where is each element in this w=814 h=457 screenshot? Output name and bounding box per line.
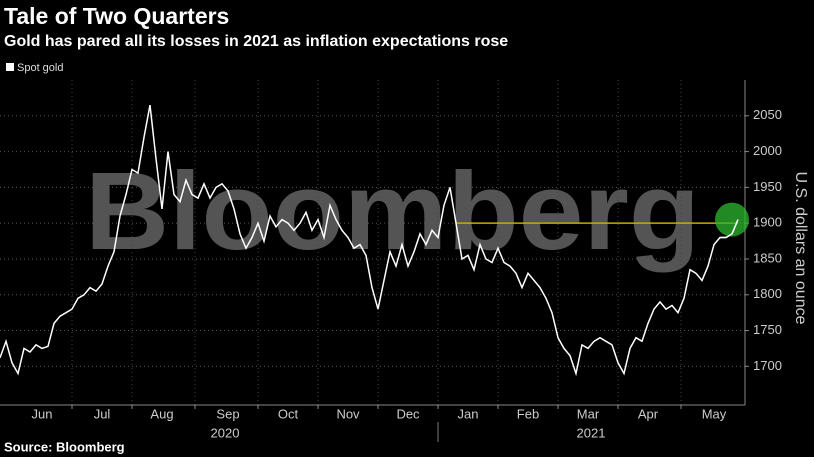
x-tick-label: Dec xyxy=(396,406,420,421)
x-tick-label: Sep xyxy=(216,406,239,421)
x-tick-label: Jun xyxy=(32,406,53,421)
x-group-label: 2021 xyxy=(577,425,606,440)
y-axis-label: U.S. dollars an ounce xyxy=(792,172,809,325)
x-tick-label: Jan xyxy=(458,406,479,421)
y-tick-label: 1950 xyxy=(753,179,782,194)
y-tick-label: 1850 xyxy=(753,250,782,265)
x-tick-label: Jul xyxy=(94,406,111,421)
y-tick-label: 1700 xyxy=(753,358,782,373)
x-tick-label: Mar xyxy=(577,406,600,421)
x-tick-label: Feb xyxy=(517,406,539,421)
legend-swatch xyxy=(6,63,14,71)
x-tick-label: Apr xyxy=(638,406,659,421)
chart-title: Tale of Two Quarters xyxy=(4,3,229,29)
legend-label: Spot gold xyxy=(17,62,63,74)
series-line xyxy=(0,104,739,377)
y-tick-label: 2050 xyxy=(753,107,782,122)
x-tick-label: May xyxy=(702,406,727,421)
series-line-end xyxy=(720,219,739,239)
watermark: Bloomberg xyxy=(85,150,700,273)
x-tick-label: Oct xyxy=(278,406,299,421)
chart-subtitle: Gold has pared all its losses in 2021 as… xyxy=(4,33,508,50)
x-tick-label: Aug xyxy=(150,406,173,421)
y-tick-label: 1750 xyxy=(753,322,782,337)
y-tick-label: 2000 xyxy=(753,143,782,158)
y-tick-label: 1900 xyxy=(753,215,782,230)
y-tick-label: 1800 xyxy=(753,286,782,301)
x-group-label: 2020 xyxy=(211,425,240,440)
highlight-circle xyxy=(715,202,749,237)
x-tick-label: Nov xyxy=(336,406,360,421)
source: Source: Bloomberg xyxy=(4,439,125,454)
